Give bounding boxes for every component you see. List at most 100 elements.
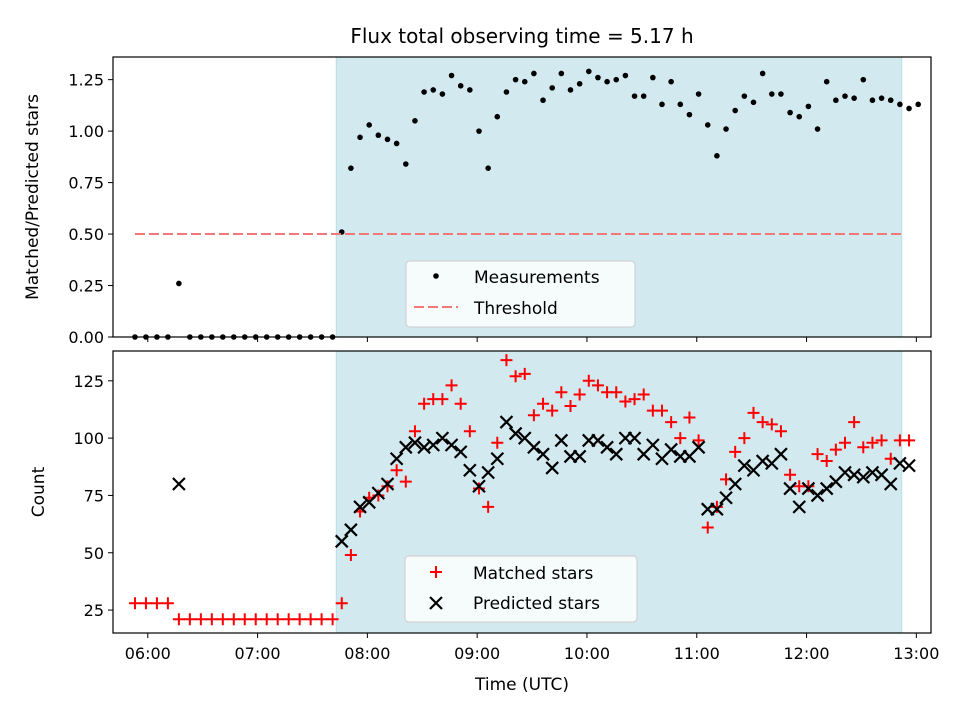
predicted-star-point xyxy=(737,458,752,473)
matched-star-point xyxy=(710,500,723,513)
x-tick-label: 07:00 xyxy=(235,644,281,663)
measurement-point xyxy=(448,72,455,79)
matched-star-point xyxy=(161,597,174,610)
matched-star-point xyxy=(582,374,595,387)
matched-star-point xyxy=(216,613,229,626)
legend-measurements-label: Measurements xyxy=(474,268,600,288)
measurement-point xyxy=(595,74,601,81)
matched-star-point xyxy=(537,397,550,410)
predicted-star-point xyxy=(408,435,422,450)
matched-star-point xyxy=(527,409,540,422)
matched-star-point xyxy=(610,386,623,399)
measurement-point xyxy=(869,97,876,104)
matched-star-point xyxy=(820,455,833,468)
measurement-point xyxy=(604,78,610,85)
measurement-point xyxy=(384,136,391,143)
bottom-panel: 25 50 75 100 125 06:00 07:00 08:00 09:00 10:00 11… xyxy=(29,350,939,695)
measurement-point xyxy=(476,128,482,134)
matched-star-point xyxy=(655,404,668,417)
matched-star-point xyxy=(903,434,916,447)
measurement-point xyxy=(412,118,418,124)
matched-star-point xyxy=(326,613,339,626)
measurement-point xyxy=(677,101,684,108)
legend-matched-marker xyxy=(430,566,442,578)
measurement-point xyxy=(659,101,665,108)
matched-star-point xyxy=(555,386,568,399)
bottom-y-axis-label: Count xyxy=(29,466,49,517)
chart-title: Flux total observing time = 5.17 h xyxy=(350,24,693,48)
predicted-star-point xyxy=(554,433,569,448)
predicted-star-point xyxy=(856,470,871,484)
matched-star-point xyxy=(227,613,240,626)
legend-measurements-marker xyxy=(433,273,439,279)
predicted-star-point xyxy=(774,447,788,461)
measurement-point xyxy=(613,76,620,83)
matched-star-point xyxy=(399,475,412,488)
legend-predicted-marker xyxy=(429,596,443,610)
predicted-star-point xyxy=(545,461,559,475)
matched-star-point xyxy=(293,613,306,626)
matched-star-point xyxy=(747,406,760,419)
measurement-point xyxy=(814,126,821,132)
predicted-star-point xyxy=(481,465,495,480)
top-y-axis-label: Matched/Predicted stars xyxy=(23,94,43,300)
predicted-star-point xyxy=(719,490,733,505)
x-tick-label: 06:00 xyxy=(125,644,171,663)
matched-star-point xyxy=(183,613,196,626)
predicted-star-point xyxy=(664,442,678,457)
measurement-point xyxy=(741,93,748,99)
matched-star-point xyxy=(774,425,787,438)
matched-star-point xyxy=(172,613,185,626)
measurement-point xyxy=(915,101,921,108)
measurement-point xyxy=(521,78,528,85)
measurement-point xyxy=(631,93,638,99)
matched-star-point xyxy=(390,464,403,477)
bottom-x-axis: 06:00 07:00 08:00 09:00 10:00 11:00 12:00 13:00 xyxy=(125,633,939,663)
x-tick-label: 13:00 xyxy=(893,644,939,663)
bottom-y-tick-label: 125 xyxy=(73,372,104,391)
measurement-point xyxy=(640,93,647,99)
measurement-point xyxy=(759,70,766,77)
measurement-point xyxy=(622,72,629,79)
predicted-star-point xyxy=(783,481,797,496)
measurement-point xyxy=(695,91,702,97)
measurement-point xyxy=(768,91,775,97)
predicted-star-point xyxy=(646,438,660,452)
matched-star-point xyxy=(463,425,476,438)
predicted-star-point xyxy=(353,500,367,514)
matched-star-point xyxy=(335,597,348,610)
measurement-point xyxy=(531,70,537,77)
predicted-star-point xyxy=(801,481,816,496)
predicted-star-point xyxy=(627,431,642,445)
measurement-point xyxy=(833,97,839,104)
measurement-point xyxy=(897,101,903,108)
top-y-tick-label: 0.75 xyxy=(68,174,104,193)
matched-star-point xyxy=(271,613,284,626)
measurement-point xyxy=(732,107,738,114)
measurement-point xyxy=(860,76,867,83)
measurement-point xyxy=(805,103,812,110)
legend-threshold-label: Threshold xyxy=(473,299,558,319)
matched-star-point xyxy=(756,416,769,429)
bottom-frame xyxy=(112,350,932,634)
matched-star-point xyxy=(784,468,797,481)
predicted-star-point xyxy=(463,463,477,477)
measurement-point xyxy=(430,87,437,93)
top-frame xyxy=(112,56,932,338)
measurement-point xyxy=(576,80,583,87)
measurement-point xyxy=(421,89,427,95)
x-tick-label: 11:00 xyxy=(674,644,720,663)
measurement-point xyxy=(714,153,720,159)
bottom-y-tick-label: 25 xyxy=(84,601,104,620)
predicted-star-point xyxy=(172,477,186,491)
matched-star-point xyxy=(866,436,879,449)
predicted-star-point xyxy=(508,426,523,441)
matched-star-point xyxy=(472,482,485,495)
measurement-point xyxy=(842,93,848,99)
matched-star-point xyxy=(381,480,394,493)
predicted-star-point xyxy=(344,523,358,537)
measurement-point xyxy=(567,87,574,93)
measurement-point xyxy=(485,165,491,171)
bottom-plot-layer xyxy=(128,354,916,626)
